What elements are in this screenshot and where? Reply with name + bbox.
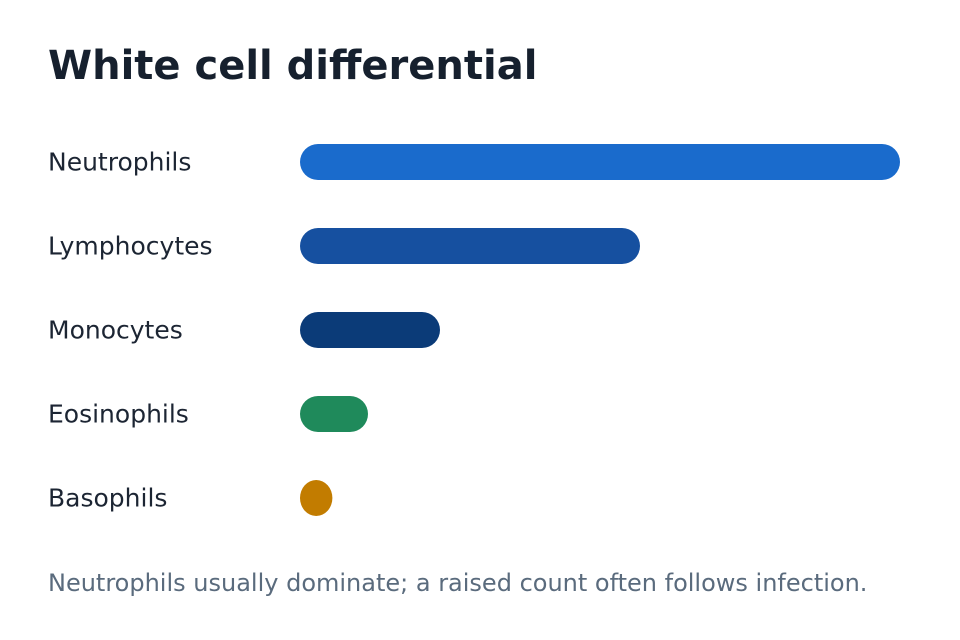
bars-layer: Neutrophils Lymphocytes Monocytes Eosinophi… [48,144,900,516]
bar-basophils [300,480,333,516]
chart-caption: Neutrophils usually dominate; a raised c… [48,569,868,597]
bar-lymphocytes [300,228,640,264]
category-label-basophils: Basophils [48,484,167,513]
category-label-lymphocytes: Lymphocytes [48,232,213,261]
chart-title: White cell differential [48,43,538,89]
category-label-monocytes: Monocytes [48,316,183,345]
category-label-neutrophils: Neutrophils [48,148,191,177]
bar-monocytes [300,312,440,348]
bar-neutrophils [300,144,900,180]
category-label-eosinophils: Eosinophils [48,400,189,429]
bar-eosinophils [300,396,368,432]
